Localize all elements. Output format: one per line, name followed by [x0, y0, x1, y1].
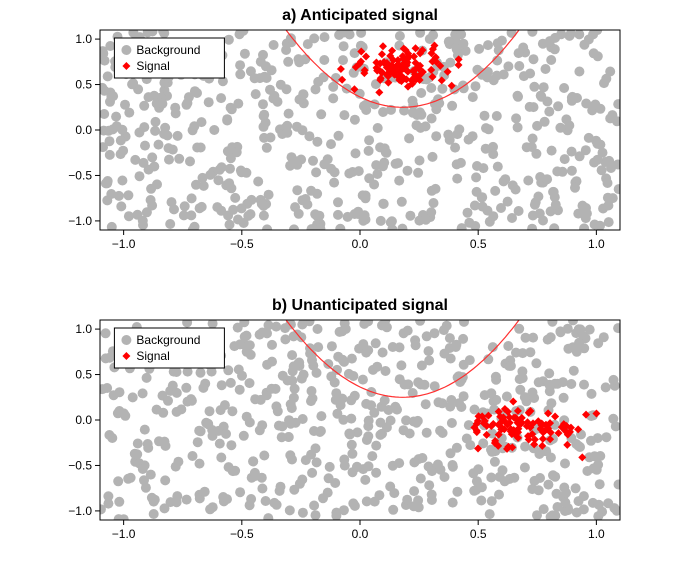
xtick-label: 1.0	[588, 237, 605, 251]
legend-label: Signal	[136, 59, 169, 73]
ytick-label: 0.0	[75, 413, 92, 427]
ytick-label: −1.0	[68, 504, 92, 518]
xtick-label: −1.0	[112, 527, 136, 541]
ytick-label: −0.5	[68, 168, 92, 182]
ytick-label: 1.0	[75, 322, 92, 336]
panel-title: b) Unanticipated signal	[272, 297, 448, 314]
legend: Background Signal	[114, 328, 224, 368]
legend-label: Background	[136, 43, 200, 57]
legend-marker-circle	[121, 45, 131, 55]
ytick-label: 0.0	[75, 123, 92, 137]
figure-container: a) Anticipated signal −1.0 −0.5 0.0 0.5 1.0 −1…	[0, 0, 700, 568]
panel-title: a) Anticipated signal	[282, 7, 438, 24]
legend-label: Signal	[136, 349, 169, 363]
legend-label: Background	[136, 333, 200, 347]
ytick-label: −1.0	[68, 214, 92, 228]
figure-svg: a) Anticipated signal −1.0 −0.5 0.0 0.5 1.0 −1…	[0, 0, 700, 568]
panel-a: a) Anticipated signal −1.0 −0.5 0.0 0.5 1.0 −1…	[68, 0, 623, 251]
xtick-label: −0.5	[230, 237, 254, 251]
xtick-label: −0.5	[230, 527, 254, 541]
ytick-label: 0.5	[75, 78, 92, 92]
xtick-label: 0.5	[470, 527, 487, 541]
legend-marker-circle	[121, 335, 131, 345]
xtick-label: 0.5	[470, 237, 487, 251]
ytick-label: 0.5	[75, 368, 92, 382]
ytick-label: 1.0	[75, 32, 92, 46]
xtick-label: −1.0	[112, 237, 136, 251]
panel-b: b) Unanticipated signal −1.0 −0.5 0.0 0.5 1.0…	[68, 283, 623, 541]
xtick-label: 0.0	[352, 527, 369, 541]
legend: Background Signal	[114, 38, 224, 78]
ytick-label: −0.5	[68, 458, 92, 472]
xtick-label: 1.0	[588, 527, 605, 541]
xtick-label: 0.0	[352, 237, 369, 251]
